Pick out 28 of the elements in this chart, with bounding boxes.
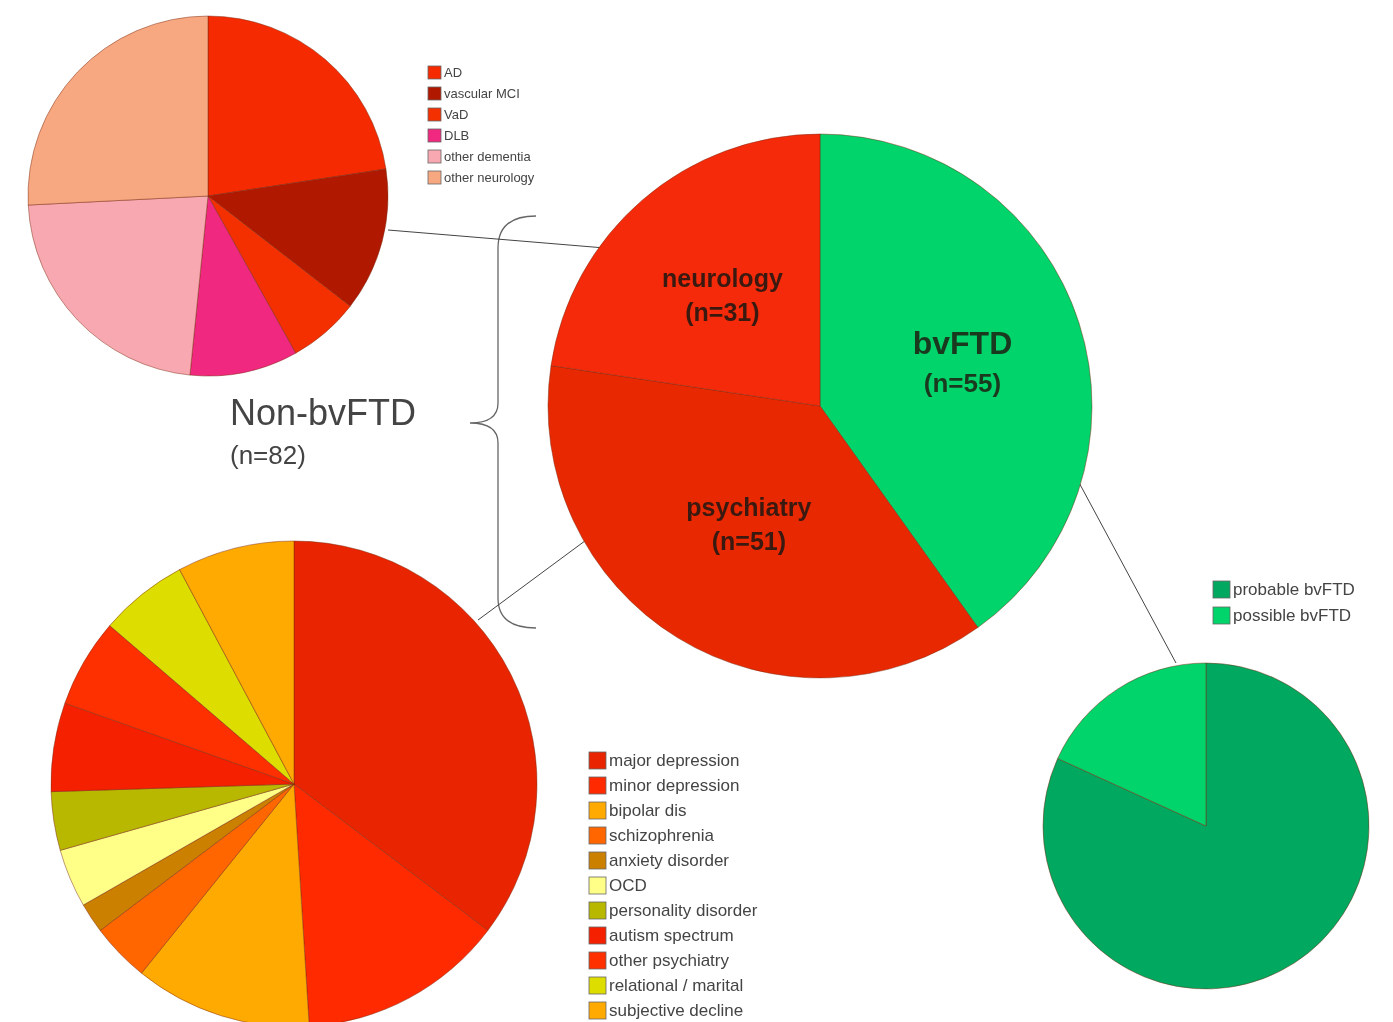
slice-label: bvFTD bbox=[912, 325, 1013, 362]
legend-label: VaD bbox=[444, 107, 469, 123]
legend-label: bipolar dis bbox=[609, 801, 687, 821]
legend-label: other dementia bbox=[444, 149, 532, 165]
legend-label: possible bvFTD bbox=[1233, 606, 1352, 626]
legend-label: personality disorder bbox=[609, 901, 758, 921]
legend-label: vascular MCI bbox=[444, 86, 520, 102]
legend-label: other psychiatry bbox=[609, 951, 730, 971]
legend-label: probable bvFTD bbox=[1233, 580, 1355, 600]
legend-label: anxiety disorder bbox=[609, 851, 730, 871]
legend-label: minor depression bbox=[609, 776, 740, 796]
legend-label: major depression bbox=[609, 751, 740, 771]
legend-label: other neurology bbox=[444, 170, 535, 186]
legend-label: schizophrenia bbox=[609, 826, 715, 846]
legend-label: OCD bbox=[609, 876, 647, 896]
legend-label: relational / marital bbox=[609, 976, 744, 996]
data-label: (n=51) bbox=[711, 526, 787, 555]
legend-label: autism spectrum bbox=[609, 926, 734, 946]
data-label: (n=55) bbox=[923, 368, 1002, 399]
pie-slice bbox=[1042, 662, 1370, 990]
data-label: (n=31) bbox=[685, 297, 760, 326]
slice-label: psychiatry bbox=[686, 492, 812, 521]
legend-label: DLB bbox=[444, 128, 470, 144]
text: Non-bvFTD bbox=[230, 392, 417, 433]
text: (n=82) bbox=[230, 440, 306, 470]
slice-label: neurology bbox=[661, 263, 783, 292]
legend-label: subjective decline bbox=[609, 1001, 744, 1021]
legend-label: AD bbox=[444, 65, 463, 81]
